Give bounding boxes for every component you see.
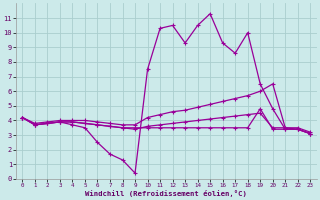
X-axis label: Windchill (Refroidissement éolien,°C): Windchill (Refroidissement éolien,°C) [85,190,247,197]
